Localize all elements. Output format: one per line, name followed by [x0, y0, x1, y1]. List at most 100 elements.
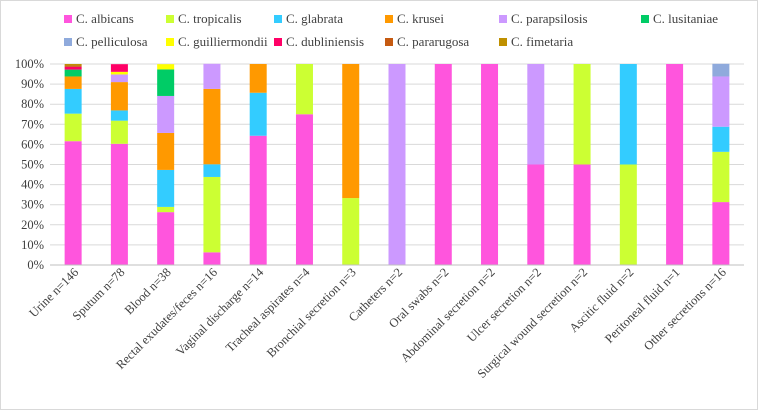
bar-stack-other-secretions-n-16 — [712, 63, 730, 265]
bar-segment-c-guilliermondii — [157, 64, 175, 70]
legend-label-c-pararugosa: C. pararugosa — [397, 34, 469, 49]
x-tick-label: Tracheal aspirates n=4 — [223, 265, 313, 355]
x-tick-label: Abdominal secretion n=2 — [398, 265, 498, 365]
legend-item-c-guilliermondii: C. guilliermondii — [166, 34, 268, 49]
y-tick-label: 80% — [21, 97, 44, 111]
legend-swatch-c-parapsilosis — [499, 15, 507, 23]
legend-item-c-pelliculosa: C. pelliculosa — [64, 34, 148, 49]
legend-swatch-c-dubliniensis — [274, 38, 282, 46]
bar-segment-c-albicans — [573, 164, 591, 265]
bar-stack-abdominal-secretion-n-2 — [481, 64, 499, 265]
y-tick-label: 40% — [21, 178, 44, 192]
bar-segment-c-tropicalis — [64, 113, 82, 142]
bar-stack-surgical-wound-secretion-n-2 — [573, 64, 591, 265]
legend-swatch-c-albicans — [64, 15, 72, 23]
bar-segment-c-albicans — [666, 64, 684, 265]
bar-segment-c-lusitaniae — [64, 69, 82, 77]
bar-segment-c-parapsilosis — [712, 76, 730, 127]
legend-swatch-c-glabrata — [274, 15, 282, 23]
bar-segment-c-tropicalis — [712, 151, 730, 203]
legend-item-c-parapsilosis: C. parapsilosis — [499, 11, 588, 26]
bar-stack-blood-n-38 — [157, 64, 175, 265]
legend-item-c-dubliniensis: C. dubliniensis — [274, 34, 364, 49]
bar-segment-c-parapsilosis — [110, 74, 128, 83]
legend-swatch-c-pararugosa — [385, 38, 393, 46]
legend-item-c-krusei: C. krusei — [385, 11, 444, 26]
y-tick-label: 0% — [27, 258, 44, 272]
bar-segment-c-guilliermondii — [110, 71, 128, 75]
legend-label-c-krusei: C. krusei — [397, 11, 444, 26]
legend-label-c-pelliculosa: C. pelliculosa — [76, 34, 148, 49]
bar-segment-c-tropicalis — [342, 198, 360, 265]
x-tick-label: Bronchial secretion n=3 — [264, 265, 359, 360]
bar-segment-c-albicans — [295, 114, 313, 265]
bar-stack-ascitic-fluid-n-2 — [619, 64, 637, 265]
bar-segment-c-glabrata — [249, 92, 267, 136]
bar-segment-c-albicans — [203, 252, 221, 265]
legend-swatch-c-guilliermondii — [166, 38, 174, 46]
bar-segment-c-albicans — [64, 141, 82, 265]
bar-segment-c-krusei — [203, 88, 221, 165]
y-tick-label: 70% — [21, 117, 44, 131]
bar-segment-c-krusei — [110, 82, 128, 111]
bar-segment-c-pararugosa — [64, 65, 82, 67]
bar-segment-c-albicans — [249, 135, 267, 265]
bar-segment-c-parapsilosis — [203, 63, 221, 89]
legend-item-c-fimetaria: C. fimetaria — [499, 34, 573, 49]
bar-stack-catheters-n-2 — [388, 64, 406, 265]
bar-segment-c-parapsilosis — [388, 64, 406, 265]
bar-segment-c-albicans — [712, 202, 730, 265]
bar-segment-c-krusei — [64, 76, 82, 89]
legend-label-c-glabrata: C. glabrata — [286, 11, 343, 26]
bar-stack-urine-n-146 — [64, 64, 82, 265]
bar-segment-c-dubliniensis — [110, 64, 128, 72]
bar-segment-c-glabrata — [619, 64, 637, 165]
legend-swatch-c-fimetaria — [499, 38, 507, 46]
y-tick-label: 60% — [21, 137, 44, 151]
legend-swatch-c-krusei — [385, 15, 393, 23]
x-tick-label: Other secretions n=16 — [641, 265, 729, 353]
bar-segment-c-albicans — [157, 212, 175, 265]
y-tick-label: 90% — [21, 77, 44, 91]
bars — [64, 63, 730, 265]
bar-segment-c-tropicalis — [295, 64, 313, 115]
x-tick-label: Vaginal discharge n=14 — [173, 265, 267, 359]
bar-segment-c-glabrata — [712, 126, 730, 152]
legend-label-c-parapsilosis: C. parapsilosis — [511, 11, 588, 26]
bar-segment-c-parapsilosis — [527, 64, 545, 165]
legend-item-c-glabrata: C. glabrata — [274, 11, 343, 26]
legend-label-c-fimetaria: C. fimetaria — [511, 34, 573, 49]
bar-stack-vaginal-discharge-n-14 — [249, 64, 267, 265]
legend: C. albicans C. tropicalis C. glabrata C. kr… — [64, 11, 718, 49]
y-tick-label: 30% — [21, 198, 44, 212]
bar-stack-sputum-n-78 — [110, 64, 128, 265]
legend-label-c-guilliermondii: C. guilliermondii — [178, 34, 268, 49]
legend-label-c-lusitaniae: C. lusitaniae — [653, 11, 718, 26]
bar-segment-c-dubliniensis — [64, 66, 82, 70]
bar-stack-oral-swabs-n-2 — [434, 64, 452, 265]
legend-swatch-c-lusitaniae — [641, 15, 649, 23]
bar-segment-c-tropicalis — [619, 164, 637, 265]
bar-segment-c-glabrata — [157, 169, 175, 207]
bar-segment-c-tropicalis — [573, 64, 591, 165]
y-axis: 0% 10% 20% 30% 40% 50% 60% 70% 80% 90% 100% — [15, 57, 44, 272]
y-tick-label: 50% — [21, 158, 44, 172]
bar-segment-c-fimetaria — [64, 64, 82, 66]
bar-segment-c-albicans — [481, 64, 499, 265]
legend-item-c-pararugosa: C. pararugosa — [385, 34, 469, 49]
legend-item-c-lusitaniae: C. lusitaniae — [641, 11, 718, 26]
bar-segment-c-pelliculosa — [712, 63, 730, 77]
bar-segment-c-tropicalis — [157, 206, 175, 213]
y-tick-label: 100% — [15, 57, 44, 71]
bar-segment-c-glabrata — [203, 164, 221, 177]
bar-stack-bronchial-secretion-n-3 — [342, 64, 360, 265]
legend-item-c-albicans: C. albicans — [64, 11, 134, 26]
y-tick-label: 20% — [21, 218, 44, 232]
bar-stack-tracheal-aspirates-n-4 — [295, 64, 313, 265]
bar-segment-c-albicans — [110, 143, 128, 265]
bar-stack-ulcer-secretion-n-2 — [527, 64, 545, 265]
bar-stack-rectal-exudates-feces-n-16 — [203, 63, 221, 265]
bar-segment-c-krusei — [249, 64, 267, 93]
